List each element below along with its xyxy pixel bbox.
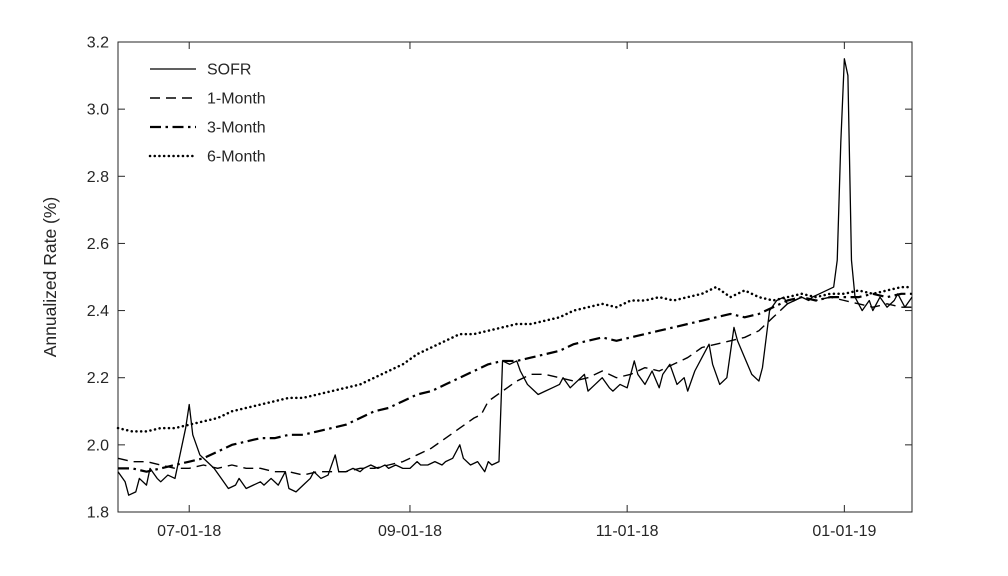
- y-tick-label: 3.2: [87, 35, 109, 52]
- y-axis-label: Annualized Rate (%): [40, 197, 60, 358]
- legend-label: 6-Month: [207, 149, 266, 166]
- plot-box: [117, 41, 913, 513]
- legend-label: 1-Month: [207, 91, 266, 108]
- legend: SOFR 1-Month 3-Month 6-Month: [148, 62, 266, 166]
- y-tick-label: 2.2: [87, 370, 109, 387]
- legend-label: 3-Month: [207, 120, 266, 137]
- x-tick-label: 01-01-19: [812, 523, 876, 540]
- y-tick-label: 2.0: [87, 437, 109, 454]
- legend-item-3-month: 3-Month: [150, 120, 266, 137]
- x-tick-label: 07-01-18: [157, 523, 221, 540]
- legend-label: SOFR: [207, 62, 251, 79]
- series-line-3-month: [118, 292, 912, 473]
- x-tick-label: 09-01-18: [378, 523, 442, 540]
- legend-item-sofr: SOFR: [150, 62, 251, 79]
- y-tick-label: 2.4: [87, 303, 109, 320]
- series-line-1-month: [117, 296, 912, 476]
- series-line-sofr: [117, 58, 913, 496]
- legend-item-6-month: 6-Month: [148, 149, 266, 166]
- y-tick-label: 1.8: [87, 505, 109, 522]
- x-tick-label: 11-01-18: [596, 523, 659, 540]
- legend-item-1-month: 1-Month: [150, 91, 266, 108]
- y-tick-label: 2.6: [87, 236, 109, 253]
- y-tick-label: 3.0: [87, 102, 109, 119]
- y-tick-label: 2.8: [87, 169, 109, 186]
